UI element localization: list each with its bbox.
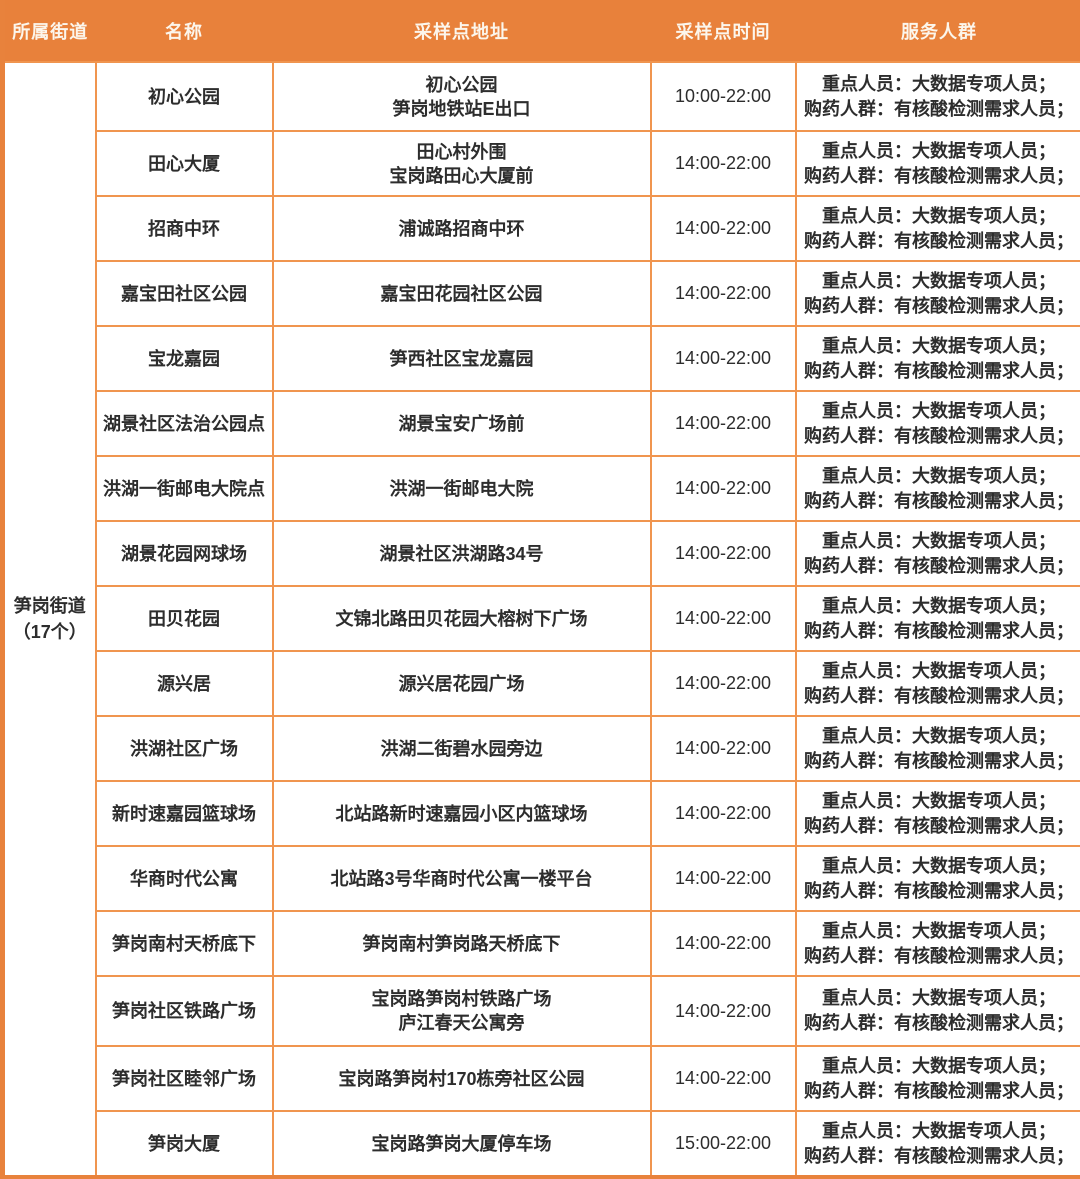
site-time-cell: 14:00-22:00	[649, 910, 797, 977]
service-groups-cell: 重点人员：大数据专项人员； 购药人群：有核酸检测需求人员；	[794, 715, 1080, 782]
site-name-cell: 笋岗大厦	[94, 1110, 274, 1178]
table-row: 笋岗社区铁路广场 宝岗路笋岗村铁路广场 庐江春天公寓旁 14:00-22:00 重点人…	[3, 975, 1080, 1047]
table-row: 笋岗社区睦邻广场 宝岗路笋岗村170栋旁社区公园 14:00-22:00 重点人员：大…	[3, 1045, 1080, 1112]
service-groups-cell: 重点人员：大数据专项人员； 购药人群：有核酸检测需求人员；	[794, 650, 1080, 717]
site-time-cell: 14:00-22:00	[649, 260, 797, 327]
service-groups-cell: 重点人员：大数据专项人员； 购药人群：有核酸检测需求人员；	[794, 1110, 1080, 1178]
table-row: 笋岗大厦 宝岗路笋岗大厦停车场 15:00-22:00 重点人员：大数据专项人员； 购…	[3, 1110, 1080, 1178]
site-time-cell: 14:00-22:00	[649, 195, 797, 262]
table-row: 田心大厦 田心村外围 宝岗路田心大厦前 14:00-22:00 重点人员：大数据专项人…	[3, 130, 1080, 197]
table-row: 洪湖一街邮电大院点 洪湖一街邮电大院 14:00-22:00 重点人员：大数据专项人员…	[3, 455, 1080, 522]
site-address-cell: 笋西社区宝龙嘉园	[271, 325, 652, 392]
site-name-cell: 洪湖社区广场	[94, 715, 274, 782]
street-group-cell: 笋岗街道 （17个）	[1, 61, 97, 1178]
site-time-cell: 14:00-22:00	[649, 845, 797, 912]
table-row: 嘉宝田社区公园 嘉宝田花园社区公园 14:00-22:00 重点人员：大数据专项人员；…	[3, 260, 1080, 327]
site-name-cell: 湖景社区法治公园点	[94, 390, 274, 457]
site-name-cell: 笋岗南村天桥底下	[94, 910, 274, 977]
street-count: （17个）	[12, 622, 87, 642]
service-groups-cell: 重点人员：大数据专项人员； 购药人群：有核酸检测需求人员；	[794, 780, 1080, 847]
service-groups-cell: 重点人员：大数据专项人员； 购药人群：有核酸检测需求人员；	[794, 325, 1080, 392]
service-groups-cell: 重点人员：大数据专项人员； 购药人群：有核酸检测需求人员；	[794, 1045, 1080, 1112]
service-groups-cell: 重点人员：大数据专项人员； 购药人群：有核酸检测需求人员；	[794, 390, 1080, 457]
site-address-cell: 宝岗路笋岗村170栋旁社区公园	[271, 1045, 652, 1112]
site-time-cell: 14:00-22:00	[649, 130, 797, 197]
site-time-cell: 15:00-22:00	[649, 1110, 797, 1178]
site-name-cell: 招商中环	[94, 195, 274, 262]
site-name-cell: 嘉宝田社区公园	[94, 260, 274, 327]
site-address-cell: 洪湖一街邮电大院	[271, 455, 652, 522]
site-address-cell: 湖景宝安广场前	[271, 390, 652, 457]
site-time-cell: 14:00-22:00	[649, 1045, 797, 1112]
table-body: 笋岗街道 （17个） 初心公园 初心公园 笋岗地铁站E出口 10:00-22:00 重点人…	[1, 61, 1080, 1178]
table-row: 湖景花园网球场 湖景社区洪湖路34号 14:00-22:00 重点人员：大数据专项人员…	[3, 520, 1080, 587]
service-groups-cell: 重点人员：大数据专项人员； 购药人群：有核酸检测需求人员；	[794, 130, 1080, 197]
table-row: 招商中环 浦诚路招商中环 14:00-22:00 重点人员：大数据专项人员； 购药人群…	[3, 195, 1080, 262]
site-address-cell: 文锦北路田贝花园大榕树下广场	[271, 585, 652, 652]
service-groups-cell: 重点人员：大数据专项人员； 购药人群：有核酸检测需求人员；	[794, 61, 1080, 132]
site-name-cell: 宝龙嘉园	[94, 325, 274, 392]
site-name-cell: 笋岗社区睦邻广场	[94, 1045, 274, 1112]
site-time-cell: 10:00-22:00	[649, 61, 797, 132]
service-groups-cell: 重点人员：大数据专项人员； 购药人群：有核酸检测需求人员；	[794, 455, 1080, 522]
table-row: 新时速嘉园篮球场 北站路新时速嘉园小区内篮球场 14:00-22:00 重点人员：大数…	[3, 780, 1080, 847]
header-name: 名称	[95, 0, 273, 62]
table-row: 笋岗南村天桥底下 笋岗南村笋岗路天桥底下 14:00-22:00 重点人员：大数据专项…	[3, 910, 1080, 977]
site-time-cell: 14:00-22:00	[649, 715, 797, 782]
service-groups-cell: 重点人员：大数据专项人员； 购药人群：有核酸检测需求人员；	[794, 910, 1080, 977]
site-address-cell: 嘉宝田花园社区公园	[271, 260, 652, 327]
table-row: 笋岗街道 （17个） 初心公园 初心公园 笋岗地铁站E出口 10:00-22:00 重点人…	[1, 61, 1080, 1178]
table-row: 田贝花园 文锦北路田贝花园大榕树下广场 14:00-22:00 重点人员：大数据专项人…	[3, 585, 1080, 652]
site-address-cell: 浦诚路招商中环	[271, 195, 652, 262]
site-name-cell: 初心公园	[94, 61, 274, 132]
service-groups-cell: 重点人员：大数据专项人员； 购药人群：有核酸检测需求人员；	[794, 975, 1080, 1047]
site-address-cell: 北站路新时速嘉园小区内篮球场	[271, 780, 652, 847]
site-time-cell: 14:00-22:00	[649, 975, 797, 1047]
table-row: 源兴居 源兴居花园广场 14:00-22:00 重点人员：大数据专项人员； 购药人群：…	[3, 650, 1080, 717]
service-groups-cell: 重点人员：大数据专项人员； 购药人群：有核酸检测需求人员；	[794, 260, 1080, 327]
site-address-cell: 源兴居花园广场	[271, 650, 652, 717]
site-time-cell: 14:00-22:00	[649, 650, 797, 717]
site-address-cell: 田心村外围 宝岗路田心大厦前	[271, 130, 652, 197]
site-time-cell: 14:00-22:00	[649, 455, 797, 522]
table-row: 宝龙嘉园 笋西社区宝龙嘉园 14:00-22:00 重点人员：大数据专项人员； 购药人…	[3, 325, 1080, 392]
site-name-cell: 湖景花园网球场	[94, 520, 274, 587]
site-time-cell: 14:00-22:00	[649, 390, 797, 457]
site-name-cell: 洪湖一街邮电大院点	[94, 455, 274, 522]
header-address: 采样点地址	[272, 0, 651, 62]
service-groups-cell: 重点人员：大数据专项人员； 购药人群：有核酸检测需求人员；	[794, 585, 1080, 652]
site-time-cell: 14:00-22:00	[649, 325, 797, 392]
header-row: 所属街道 名称 采样点地址 采样点时间 服务人群	[2, 0, 1080, 62]
site-address-cell: 宝岗路笋岗大厦停车场	[271, 1110, 652, 1178]
table-row: 华商时代公寓 北站路3号华商时代公寓一楼平台 14:00-22:00 重点人员：大数据…	[3, 845, 1080, 912]
site-address-cell: 初心公园 笋岗地铁站E出口	[271, 61, 652, 132]
site-name-cell: 华商时代公寓	[94, 845, 274, 912]
header-street: 所属街道	[2, 0, 96, 62]
service-groups-cell: 重点人员：大数据专项人员； 购药人群：有核酸检测需求人员；	[794, 845, 1080, 912]
site-time-cell: 14:00-22:00	[649, 520, 797, 587]
site-name-cell: 笋岗社区铁路广场	[94, 975, 274, 1047]
header-time: 采样点时间	[650, 0, 796, 62]
site-time-cell: 14:00-22:00	[649, 780, 797, 847]
site-time-cell: 14:00-22:00	[649, 585, 797, 652]
table-row: 洪湖社区广场 洪湖二街碧水园旁边 14:00-22:00 重点人员：大数据专项人员； …	[3, 715, 1080, 782]
header-service: 服务人群	[795, 0, 1080, 62]
site-name-cell: 田贝花园	[94, 585, 274, 652]
site-name-cell: 新时速嘉园篮球场	[94, 780, 274, 847]
site-address-cell: 宝岗路笋岗村铁路广场 庐江春天公寓旁	[271, 975, 652, 1047]
service-groups-cell: 重点人员：大数据专项人员； 购药人群：有核酸检测需求人员；	[794, 195, 1080, 262]
site-address-cell: 湖景社区洪湖路34号	[271, 520, 652, 587]
street-name: 笋岗街道	[13, 596, 86, 616]
site-address-cell: 笋岗南村笋岗路天桥底下	[271, 910, 652, 977]
service-groups-cell: 重点人员：大数据专项人员； 购药人群：有核酸检测需求人员；	[794, 520, 1080, 587]
site-name-cell: 田心大厦	[94, 130, 274, 197]
site-address-cell: 北站路3号华商时代公寓一楼平台	[271, 845, 652, 912]
table-row: 湖景社区法治公园点 湖景宝安广场前 14:00-22:00 重点人员：大数据专项人员；…	[3, 390, 1080, 457]
site-name-cell: 源兴居	[94, 650, 274, 717]
site-address-cell: 洪湖二街碧水园旁边	[271, 715, 652, 782]
